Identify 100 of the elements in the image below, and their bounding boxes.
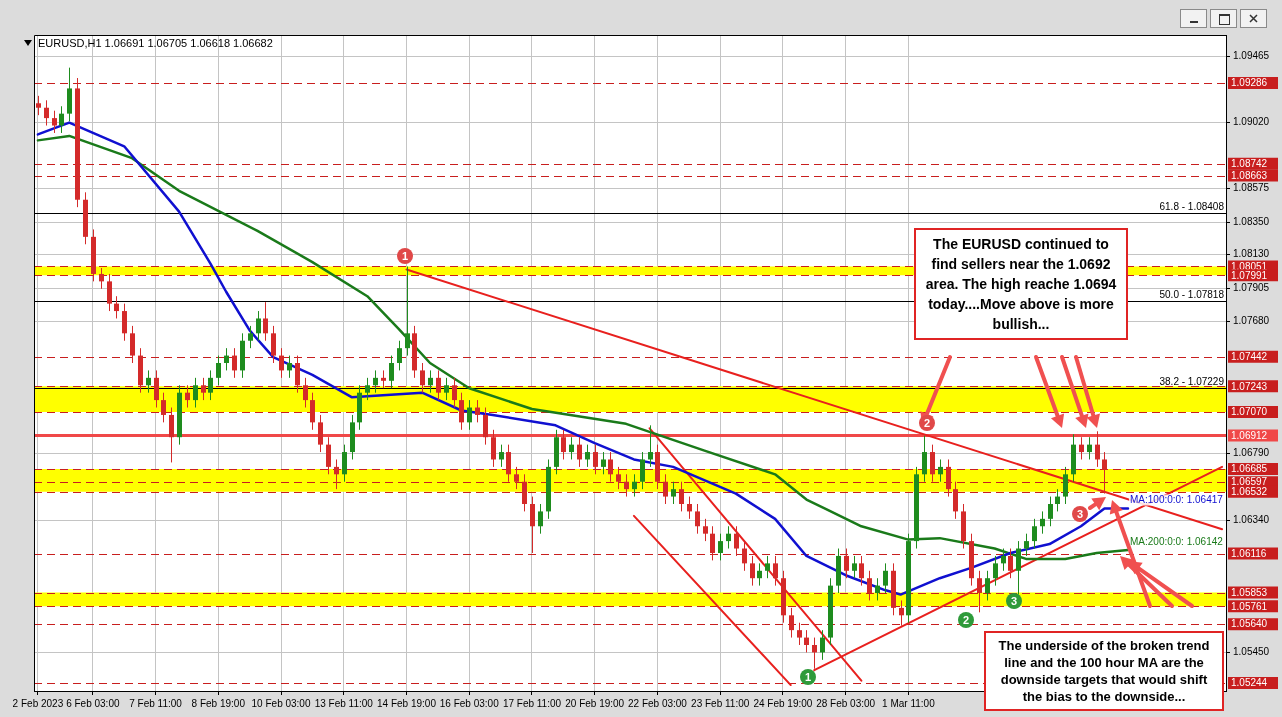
annotation: The EURUSD continued to find sellers near the 1.0692 area. The high reache 1.0694 today....Move above is more bullish... [914,228,1128,340]
candlestick [208,369,213,401]
candlestick [263,301,268,342]
ref-line-label: 1.05640 [1231,618,1268,630]
candlestick [1016,540,1021,596]
x-tick-label: 1 Mar 11:00 [882,697,936,709]
candlestick [632,473,637,498]
y-tick-label: 1.07680 [1233,315,1270,327]
candlestick [1040,510,1045,535]
candlestick [922,435,927,483]
candlestick [1001,548,1006,572]
candlestick [405,266,410,357]
candlestick [193,377,198,409]
candlestick [1087,436,1092,460]
candlestick [538,503,543,535]
y-tick-label: 1.05450 [1233,646,1270,658]
candlestick [483,407,488,446]
candlestick [569,436,574,460]
candlestick [256,310,261,342]
candlestick [1032,518,1037,550]
candlestick [561,429,566,460]
y-tick-label: 1.09020 [1233,116,1270,128]
chart-title: EURUSD,H1 1.06691 1.06705 1.06618 1.06682 [38,37,273,49]
candlestick [1008,548,1013,579]
candlestick [1079,436,1084,460]
ref-line-label: 1.08051 [1231,260,1268,272]
x-tick-label: 14 Feb 19:00 [377,697,437,709]
x-tick-label: 24 Feb 19:00 [753,697,813,709]
candlestick [859,555,864,587]
candlestick [59,105,64,134]
candlestick [703,518,708,542]
candlestick [718,533,723,561]
candlestick [365,377,370,401]
candlestick [671,481,676,505]
x-tick-label: 22 Feb 03:00 [627,697,688,709]
y-tick-label: 1.08130 [1233,248,1270,260]
x-tick-label: 17 Feb 11:00 [502,697,562,709]
ref-line-label: 1.08742 [1231,158,1268,170]
annotation: 3 [1006,593,1022,609]
x-tick-label: 23 Feb 11:00 [691,697,750,709]
ref-line-label: 1.06597 [1231,476,1268,488]
candlestick [852,555,857,579]
candlestick [44,99,49,127]
x-tick-label: 10 Feb 03:00 [251,697,311,709]
annotation: 1 [397,248,413,264]
annotation: 3 [1072,506,1088,522]
ref-line-label: 1.08663 [1231,169,1268,181]
annotation: 50.0 - 1.07818 [1159,288,1225,300]
ref-line-label: 1.06685 [1231,463,1268,475]
candlestick [318,414,323,453]
candlestick [804,629,809,653]
candlestick [248,325,253,349]
x-tick-label: 20 Feb 19:00 [565,697,625,709]
candlestick [107,273,112,312]
candlestick [389,355,394,389]
candlestick [726,525,731,550]
annotation: 1 [800,669,816,685]
candlestick [585,444,590,468]
annotation: 38.2 - 1.07229 [1159,376,1225,388]
candlestick [287,355,292,379]
candlestick [224,347,229,371]
annotation: The underside of the broken trend line and the 100 hour MA are the downside targets that would shift the bias to the downside... [984,631,1224,711]
candlestick [467,399,472,431]
candlestick [36,95,41,116]
candlestick [52,110,57,134]
candlestick [1063,466,1068,505]
candlestick [185,384,190,409]
candlestick [695,503,700,535]
ref-line-label: 1.07070 [1231,406,1268,418]
x-tick-label: 16 Feb 03:00 [439,697,500,709]
candlestick [1055,488,1060,512]
series-label: MA:200:0:0: 1.06142 [1129,535,1224,547]
ref-line-label: 1.06116 [1231,547,1267,559]
candlestick [122,303,127,342]
candlestick [640,451,645,490]
ref-line-label: 1.07442 [1231,351,1268,363]
candlestick [883,562,888,594]
candlestick [114,295,119,319]
y-tick-label: 1.06340 [1233,514,1270,526]
candlestick [342,444,347,483]
candlestick [1024,533,1029,557]
ref-line-label: 1.05853 [1231,586,1268,598]
y-tick-label: 1.07905 [1233,281,1270,293]
series-label: MA:100:0:0: 1.06417 [1129,494,1224,506]
y-tick-label: 1.08350 [1233,215,1270,227]
candlestick [475,399,480,423]
candlestick [938,458,943,483]
ref-line-label: 1.09286 [1231,77,1268,89]
ref-line-label: 1.06912 [1231,429,1268,441]
ref-line-label: 1.07991 [1231,269,1268,281]
ref-line-label: 1.05761 [1231,600,1268,612]
annotation: 61.8 - 1.08408 [1159,201,1225,213]
candlestick [146,369,151,394]
y-tick-label: 1.08575 [1233,182,1270,194]
candlestick [373,369,378,394]
candlestick [499,444,504,468]
ref-line-label: 1.05244 [1231,677,1268,689]
candlestick [1095,430,1100,468]
candlestick [648,424,653,468]
candlestick [444,377,449,401]
